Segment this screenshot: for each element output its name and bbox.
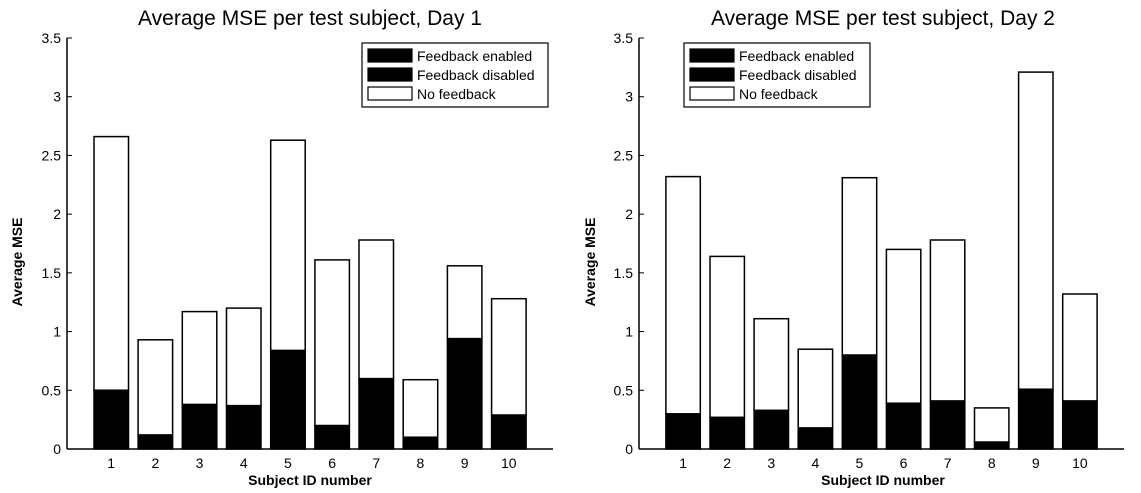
bar-segment [973,407,1010,443]
bar-segment [797,348,834,429]
chart-title: Average MSE per test subject, Day 1 [138,7,482,30]
y-tick-label: 2.5 [614,147,634,163]
x-tick-label: 1 [107,455,115,471]
y-tick-label: 0.5 [42,382,62,398]
chart-day2: Average MSE per test subject, Day 2 Subj… [582,7,1124,488]
bar-segment [269,139,306,352]
x-tick-label: 10 [501,455,517,471]
bar-segment [225,404,262,450]
legend-label: No feedback [739,86,819,102]
legend-swatch [689,67,735,82]
legend-label: Feedback disabled [417,67,535,83]
y-tick-label: 3.5 [614,30,634,46]
chart-title: Average MSE per test subject, Day 2 [711,7,1055,30]
bar-segment [490,414,527,450]
x-tick-label: 3 [767,455,775,471]
bar-segment [1061,400,1098,450]
y-tick-label: 0 [53,441,61,457]
y-tick-label: 1.5 [614,265,634,281]
x-tick-label: 9 [461,455,469,471]
legend-swatch [367,48,413,63]
x-tick-label: 4 [240,455,248,471]
bar-segment [929,400,966,450]
x-tick-label: 9 [1032,455,1040,471]
bar-segment [753,317,790,412]
legend-label: Feedback enabled [739,48,854,64]
y-tick-label: 2.5 [42,147,62,163]
x-tick-label: 7 [944,455,952,471]
x-tick-label: 3 [196,455,204,471]
y-tick-label: 1 [53,324,61,340]
bar-segment [1061,293,1098,402]
y-tick-label: 0.5 [614,382,634,398]
x-tick-label: 8 [988,455,996,471]
legend-label: Feedback enabled [417,48,532,64]
legend-swatch [367,86,413,101]
bar-segment [841,354,878,450]
x-tick-label: 7 [372,455,380,471]
bar-segment [709,255,746,419]
bar-segment [1017,388,1054,450]
bar-segment [841,176,878,356]
y-tick-label: 3.5 [42,30,62,46]
bar-segment [93,135,130,391]
y-tick-label: 2 [625,206,633,222]
y-tick-label: 2 [53,206,61,222]
bar-segment [402,378,439,438]
bar-segment [358,239,395,380]
bar-segment [1017,71,1054,390]
bar-segment [269,349,306,450]
x-axis-label: Subject ID number [248,472,372,488]
bar-segment [181,310,218,406]
bar-segment [358,377,395,450]
chart-panel-day2: Average MSE per test subject, Day 2 Subj… [571,0,1141,493]
x-tick-label: 4 [811,455,819,471]
y-axis-label: Average MSE [582,218,598,307]
x-tick-label: 5 [856,455,864,471]
x-tick-label: 6 [900,455,908,471]
bar-segment [446,337,483,450]
bar-segment [181,403,218,450]
legend-label: No feedback [417,86,497,102]
x-axis-label: Subject ID number [821,472,945,488]
chart-panel-day1: Average MSE per test subject, Day 1 Subj… [0,0,570,493]
bar-segment [929,239,966,402]
chart-day1: Average MSE per test subject, Day 1 Subj… [9,7,553,488]
bar-segment [446,265,483,340]
y-tick-label: 1.5 [42,265,62,281]
y-tick-label: 3 [53,89,61,105]
bar-segment [753,409,790,450]
legend-label: Feedback disabled [739,67,857,83]
legend-swatch [689,86,735,101]
x-tick-label: 2 [723,455,731,471]
x-tick-label: 1 [679,455,687,471]
x-tick-label: 5 [284,455,292,471]
y-tick-label: 1 [625,324,633,340]
x-tick-label: 10 [1072,455,1088,471]
bar-segment [665,413,702,450]
x-tick-label: 2 [151,455,159,471]
bar-segment [225,307,262,407]
bar-segment [665,175,702,415]
bar-segment [885,402,922,450]
bar-segment [93,389,130,450]
y-axis-label: Average MSE [9,218,25,307]
legend-swatch [367,67,413,82]
bar-segment [490,297,527,416]
legend-swatch [689,48,735,63]
bar-segment [885,248,922,404]
bar-segment [137,339,174,436]
y-tick-label: 3 [625,89,633,105]
x-tick-label: 6 [328,455,336,471]
bar-segment [314,259,351,427]
y-tick-label: 0 [625,441,633,457]
x-tick-label: 8 [417,455,425,471]
